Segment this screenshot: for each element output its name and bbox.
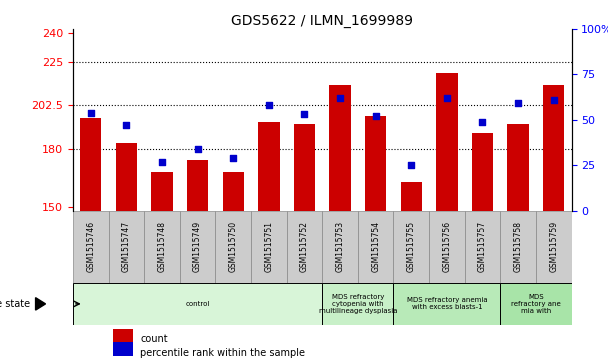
- Text: GSM1515759: GSM1515759: [549, 221, 558, 272]
- Text: GSM1515751: GSM1515751: [264, 221, 274, 272]
- Bar: [465, 211, 500, 283]
- Text: GSM1515750: GSM1515750: [229, 221, 238, 272]
- Text: GSM1515747: GSM1515747: [122, 221, 131, 272]
- Bar: [294, 124, 315, 211]
- Point: [406, 162, 416, 168]
- Bar: [536, 211, 572, 283]
- Text: GSM1515746: GSM1515746: [86, 221, 95, 272]
- Point: [193, 146, 202, 152]
- Bar: [109, 211, 144, 283]
- Bar: [436, 73, 458, 211]
- Bar: [358, 211, 393, 283]
- Text: MDS refractory anemia
with excess blasts-1: MDS refractory anemia with excess blasts…: [407, 297, 487, 310]
- Bar: [429, 211, 465, 283]
- Bar: [251, 211, 286, 283]
- Bar: [322, 283, 393, 325]
- Bar: [215, 211, 251, 283]
- Title: GDS5622 / ILMN_1699989: GDS5622 / ILMN_1699989: [231, 14, 413, 28]
- Text: MDS
refractory ane
mia with: MDS refractory ane mia with: [511, 294, 561, 314]
- Text: GSM1515752: GSM1515752: [300, 221, 309, 272]
- Bar: [543, 85, 564, 211]
- Bar: [500, 211, 536, 283]
- Bar: [258, 122, 280, 211]
- Point: [122, 122, 131, 128]
- Bar: [330, 85, 351, 211]
- Text: GSM1515749: GSM1515749: [193, 221, 202, 272]
- Bar: [322, 211, 358, 283]
- Bar: [144, 211, 180, 283]
- Bar: [508, 124, 529, 211]
- Point: [513, 101, 523, 106]
- Bar: [393, 211, 429, 283]
- Point: [157, 159, 167, 164]
- Text: GSM1515756: GSM1515756: [443, 221, 451, 272]
- Point: [371, 113, 381, 119]
- Text: disease state: disease state: [0, 299, 30, 309]
- Point: [442, 95, 452, 101]
- Bar: [180, 211, 215, 283]
- Bar: [113, 342, 133, 357]
- Bar: [73, 211, 109, 283]
- Text: GSM1515753: GSM1515753: [336, 221, 345, 272]
- Point: [300, 111, 309, 117]
- Bar: [393, 283, 500, 325]
- Text: control: control: [185, 301, 210, 307]
- Point: [478, 119, 488, 125]
- Point: [86, 110, 95, 115]
- Bar: [116, 143, 137, 211]
- Text: GSM1515754: GSM1515754: [371, 221, 380, 272]
- Text: GSM1515758: GSM1515758: [514, 221, 523, 272]
- Text: count: count: [140, 334, 168, 344]
- Point: [549, 97, 559, 103]
- Polygon shape: [35, 298, 46, 310]
- Text: percentile rank within the sample: percentile rank within the sample: [140, 348, 305, 358]
- Text: GSM1515748: GSM1515748: [157, 221, 167, 272]
- Bar: [286, 211, 322, 283]
- Bar: [223, 172, 244, 211]
- Bar: [151, 172, 173, 211]
- Point: [229, 155, 238, 161]
- Point: [264, 102, 274, 108]
- Bar: [401, 182, 422, 211]
- Bar: [80, 118, 102, 211]
- Bar: [73, 283, 322, 325]
- Text: GSM1515757: GSM1515757: [478, 221, 487, 272]
- Bar: [472, 133, 493, 211]
- Bar: [113, 329, 133, 345]
- Text: MDS refractory
cytopenia with
multilineage dysplasia: MDS refractory cytopenia with multilinea…: [319, 294, 397, 314]
- Bar: [187, 160, 209, 211]
- Point: [335, 95, 345, 101]
- Bar: [365, 116, 386, 211]
- Text: GSM1515755: GSM1515755: [407, 221, 416, 272]
- Bar: [500, 283, 572, 325]
